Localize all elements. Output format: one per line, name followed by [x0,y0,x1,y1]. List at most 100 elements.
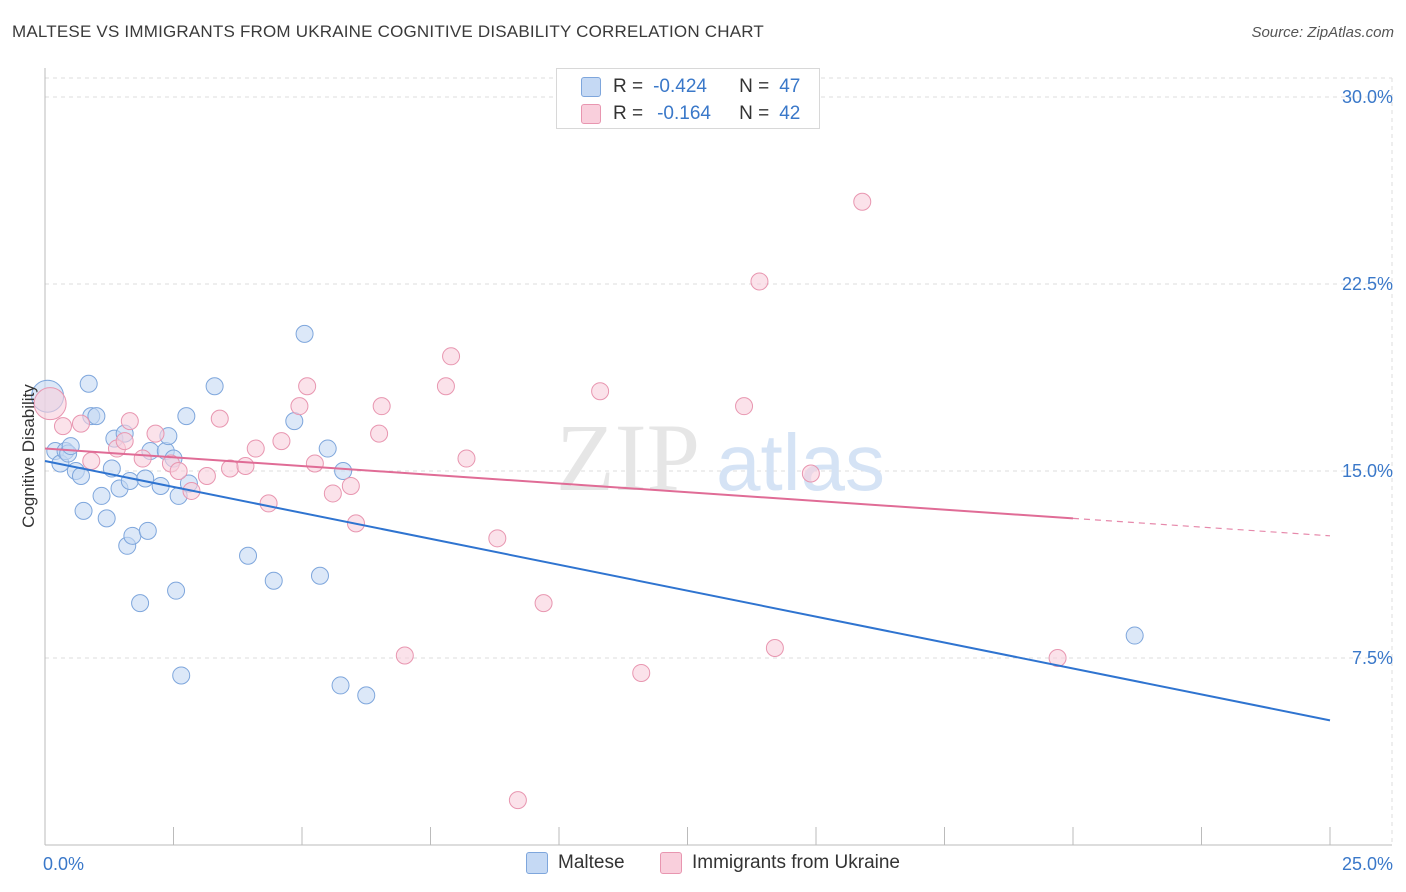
legend-item-maltese[interactable]: Maltese [526,852,625,874]
ukraine-point [341,476,360,495]
points-layer [31,192,1144,810]
n-label: N = [739,76,770,97]
ukraine-point [71,414,90,433]
maltese-point [123,526,142,545]
maltese-r-value: -0.424 [653,76,707,97]
maltese-point [74,501,93,520]
legend-row-maltese: R = -0.424 N = 47 [581,75,800,99]
maltese-point [92,486,111,505]
watermark-atlas: atlas [716,418,885,507]
ukraine-point [298,377,317,396]
ukraine-point [750,272,769,291]
ukraine-n-value: 42 [779,103,801,124]
maltese-legend-swatch [526,852,548,874]
maltese-point [136,469,155,488]
ukraine-point [197,466,216,485]
maltese-trend-line [44,460,1331,722]
ukraine-point [323,484,342,503]
ukraine-trend-line [44,447,1074,520]
trend-layer [44,447,1331,722]
n-label: N = [739,103,770,124]
r-label: R = [613,76,644,97]
maltese-point [120,471,139,490]
maltese-point [138,521,157,540]
r-label: R = [613,103,644,124]
x-tick-label: 0.0% [43,854,84,874]
ukraine-legend-swatch [660,852,682,874]
legend-row-ukraine: R = -0.164 N = 42 [581,102,800,126]
ukraine-point [53,417,72,436]
maltese-point [1125,626,1144,645]
maltese-point [87,407,106,426]
watermark-zip: ZIP [556,404,700,511]
y-tick-label: 22.5% [1342,274,1393,294]
correlation-legend: R = -0.424 N = 47 R = -0.164 N = 42 [556,68,820,129]
maltese-point [334,462,353,480]
ukraine-point [632,663,651,682]
ukraine-point [120,412,139,431]
ukraine-point [146,424,165,443]
y-tick-label: 30.0% [1342,87,1393,107]
y-tick-label: 7.5% [1352,648,1393,668]
y-axis-label: Cognitive Disability [19,384,38,528]
maltese-swatch [581,77,601,97]
ukraine-point [436,377,455,396]
x-tick-label: 25.0% [1342,854,1393,874]
maltese-point [172,666,191,685]
source-credit: Source: ZipAtlas.com [1251,24,1394,41]
ukraine-point [246,439,265,458]
ukraine-swatch [581,104,601,124]
ukraine-point [33,387,67,421]
maltese-point [331,676,350,695]
maltese-point [167,581,186,600]
ukraine-point [221,459,240,478]
ukraine-point [853,192,872,211]
ukraine-point [801,464,820,483]
legend-item-ukraine[interactable]: Immigrants from Ukraine [660,852,900,874]
maltese-point [205,377,224,396]
axes-layer [44,68,1392,846]
maltese-point [131,594,150,613]
ukraine-point [236,457,255,476]
maltese-legend-label: Maltese [558,852,625,873]
ticklabel-layer: 7.5% 15.0% 22.5% 30.0% 0.0% 25.0% [43,87,1393,874]
maltese-point [79,374,98,393]
ukraine-point [372,397,391,416]
maltese-point [97,509,116,528]
ukraine-point [735,397,754,416]
ukraine-point [82,452,101,471]
ukraine-point [272,432,291,451]
ukraine-point [395,646,414,665]
ukraine-r-value: -0.164 [657,103,711,124]
ukraine-point [591,382,610,401]
maltese-point [264,571,283,590]
ukraine-point [133,449,152,468]
watermark: ZIP atlas [556,404,885,511]
maltese-point [357,686,376,705]
y-tick-label: 15.0% [1342,461,1393,481]
ukraine-point [534,594,553,613]
ukraine-point [210,409,229,428]
ukraine-point [457,449,476,468]
maltese-point [318,439,337,458]
chart-title: MALTESE VS IMMIGRANTS FROM UKRAINE COGNI… [12,22,764,41]
ukraine-point [442,347,461,366]
ukraine-point [508,791,527,810]
maltese-point [285,412,304,431]
ukraine-point [290,397,309,416]
ukraine-trend-extension [1072,517,1331,537]
maltese-point [61,437,80,456]
maltese-point [310,566,329,585]
ukraine-legend-label: Immigrants from Ukraine [692,852,900,873]
ukraine-point [370,424,389,443]
maltese-point [239,546,258,565]
ukraine-point [169,462,188,480]
ukraine-point [765,639,784,658]
ukraine-point [115,432,134,451]
series-legend: Maltese Immigrants from Ukraine [0,852,1406,878]
maltese-point [177,407,196,426]
ukraine-point [305,454,324,473]
ukraine-point [1048,649,1067,667]
ukraine-point [259,494,278,513]
